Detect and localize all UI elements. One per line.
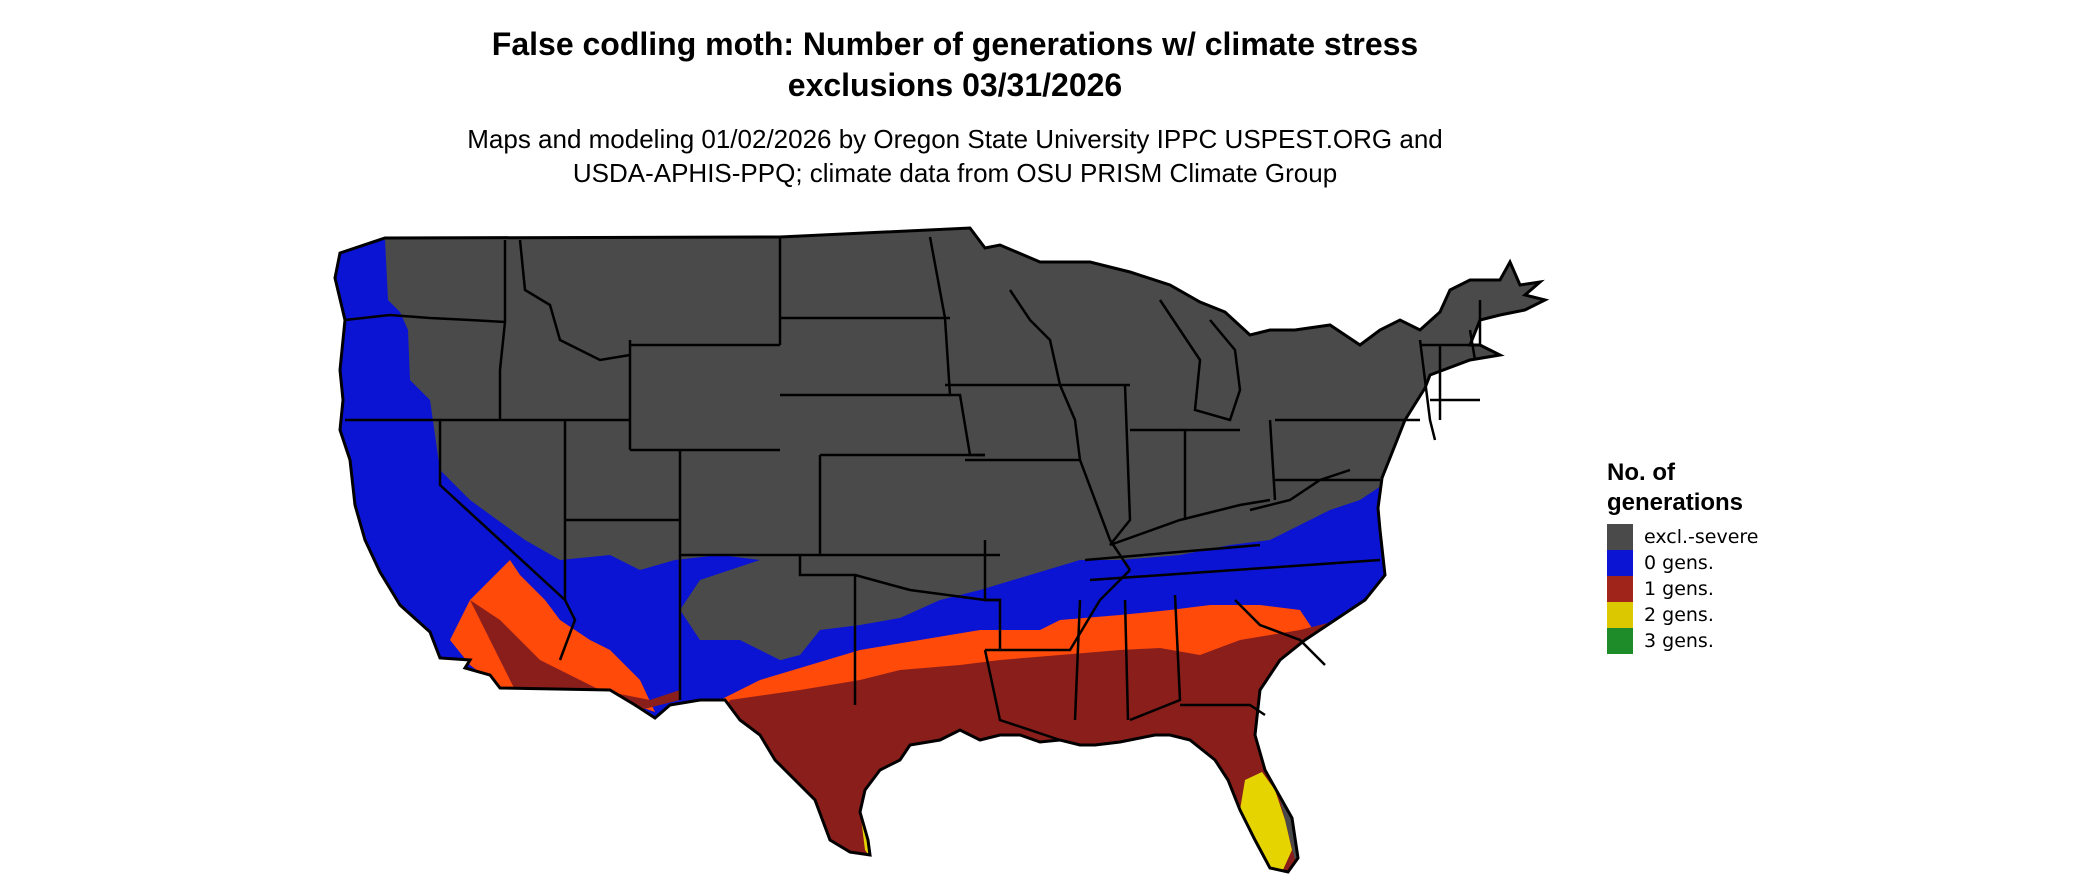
map-title: False codling moth: Number of generation… bbox=[0, 24, 1910, 106]
legend-label: 2 gens. bbox=[1644, 604, 1714, 626]
legend-label: 1 gens. bbox=[1644, 578, 1714, 600]
border-nm-tx bbox=[798, 555, 857, 705]
map-subtitle: Maps and modeling 01/02/2026 by Oregon S… bbox=[0, 122, 1910, 190]
zone-zero-west-coast bbox=[335, 240, 790, 720]
legend-label: excl.-severe bbox=[1644, 526, 1759, 548]
border-ga-fl bbox=[1180, 703, 1266, 717]
legend-items: excl.-severe 0 gens. 1 gens. 2 gens. 3 g… bbox=[1607, 524, 1759, 654]
subtitle-line-1: Maps and modeling 01/02/2026 by Oregon S… bbox=[467, 124, 1443, 154]
title-line-2: exclusions 03/31/2026 bbox=[787, 67, 1123, 103]
border-id-west bbox=[498, 321, 507, 420]
legend-item-0-gens: 0 gens. bbox=[1607, 550, 1759, 576]
zone-one-southwest-bright bbox=[450, 560, 655, 712]
legend-swatch bbox=[1607, 524, 1633, 550]
border-mo-south bbox=[983, 540, 1002, 650]
legend-label: 3 gens. bbox=[1644, 630, 1714, 652]
border-mo-east bbox=[1058, 384, 1132, 571]
border-wv-va bbox=[1249, 468, 1351, 512]
border-nc-tn bbox=[1089, 558, 1381, 582]
legend-label: 0 gens. bbox=[1644, 552, 1714, 574]
border-mi-lakes bbox=[1158, 299, 1242, 422]
border-ms-al bbox=[1073, 599, 1130, 721]
border-ga-sc bbox=[1234, 599, 1326, 666]
zone-two-florida bbox=[1240, 772, 1292, 872]
border-ky-tn bbox=[1084, 543, 1261, 562]
legend-item-2-gens: 2 gens. bbox=[1607, 602, 1759, 628]
title-line-1: False codling moth: Number of generation… bbox=[491, 26, 1419, 62]
legend-swatch bbox=[1607, 602, 1633, 628]
subtitle-line-2: USDA-APHIS-PPQ; climate data from OSU PR… bbox=[572, 158, 1338, 188]
legend-title-line-1: No. of bbox=[1607, 459, 1675, 486]
legend-title: No. of generations bbox=[1607, 458, 1759, 518]
border-wa-or bbox=[344, 313, 506, 324]
border-ny-east bbox=[1418, 339, 1437, 441]
border-ky-north bbox=[1109, 498, 1271, 547]
border-ne-states bbox=[1420, 300, 1482, 420]
legend-item-3-gens: 3 gens. bbox=[1607, 628, 1759, 654]
border-oh-pa bbox=[1268, 419, 1277, 501]
legend-swatch bbox=[1607, 576, 1633, 602]
border-ar bbox=[985, 569, 1131, 652]
border-il-in bbox=[1109, 384, 1132, 546]
border-co bbox=[678, 450, 822, 557]
state-borders bbox=[344, 236, 1482, 742]
legend-item-excl-severe: excl.-severe bbox=[1607, 524, 1759, 550]
climate-zones bbox=[335, 228, 1545, 872]
border-la bbox=[983, 649, 1061, 742]
border-wi-mn bbox=[1008, 289, 1062, 386]
map-legend: No. of generations excl.-severe 0 gens. … bbox=[1607, 458, 1759, 654]
legend-swatch bbox=[1607, 550, 1633, 576]
border-id-mt bbox=[518, 239, 631, 362]
border-al-ga bbox=[1129, 594, 1182, 722]
legend-title-line-2: generations bbox=[1607, 489, 1744, 516]
legend-swatch bbox=[1607, 628, 1633, 654]
border-nd-mn bbox=[928, 236, 985, 457]
legend-item-1-gens: 1 gens. bbox=[1607, 576, 1759, 602]
